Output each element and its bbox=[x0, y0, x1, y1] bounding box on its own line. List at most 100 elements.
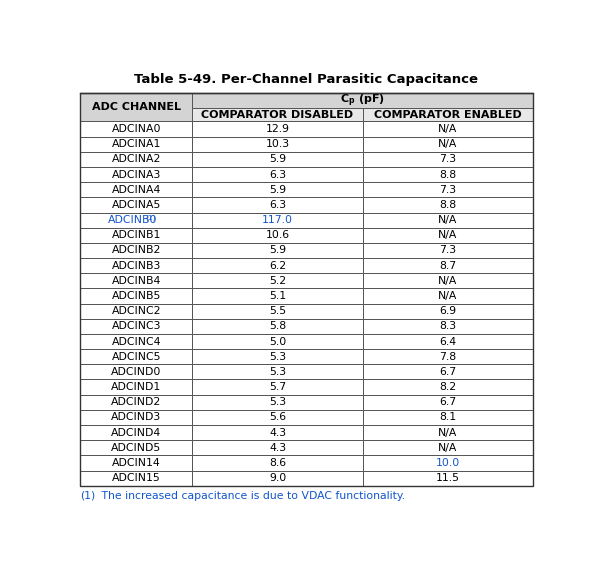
Text: ADCINA5: ADCINA5 bbox=[112, 200, 161, 210]
Text: ADCINC2: ADCINC2 bbox=[112, 306, 161, 316]
Text: 8.2: 8.2 bbox=[439, 382, 456, 392]
Bar bbox=[80, 364, 193, 380]
Bar bbox=[80, 273, 193, 289]
Text: 7.3: 7.3 bbox=[439, 154, 456, 164]
Bar bbox=[80, 182, 193, 198]
Bar bbox=[362, 440, 533, 456]
Bar bbox=[193, 425, 362, 440]
Bar bbox=[362, 228, 533, 243]
Text: ADC CHANNEL: ADC CHANNEL bbox=[92, 102, 181, 112]
Bar bbox=[80, 425, 193, 440]
Bar bbox=[362, 471, 533, 486]
Bar bbox=[80, 137, 193, 152]
Text: 8.7: 8.7 bbox=[439, 261, 456, 271]
Text: ADCINA3: ADCINA3 bbox=[112, 169, 161, 180]
Text: ADCIN14: ADCIN14 bbox=[112, 458, 161, 468]
Text: 4.3: 4.3 bbox=[269, 427, 286, 438]
Text: 5.0: 5.0 bbox=[269, 336, 286, 347]
Bar bbox=[80, 334, 193, 349]
Bar bbox=[193, 108, 362, 122]
Bar bbox=[193, 167, 362, 182]
Bar bbox=[362, 198, 533, 213]
Bar bbox=[193, 456, 362, 471]
Text: ADCIND2: ADCIND2 bbox=[111, 397, 161, 407]
Text: 6.7: 6.7 bbox=[439, 397, 456, 407]
Text: 10.0: 10.0 bbox=[435, 458, 460, 468]
Text: 6.4: 6.4 bbox=[439, 336, 456, 347]
Bar bbox=[80, 456, 193, 471]
Bar bbox=[193, 395, 362, 410]
Text: COMPARATOR ENABLED: COMPARATOR ENABLED bbox=[374, 110, 521, 120]
Bar bbox=[362, 213, 533, 228]
Bar bbox=[362, 319, 533, 334]
Text: 117.0: 117.0 bbox=[262, 215, 293, 225]
Bar bbox=[193, 93, 533, 108]
Bar bbox=[193, 243, 362, 258]
Bar bbox=[80, 304, 193, 319]
Text: 8.8: 8.8 bbox=[439, 200, 456, 210]
Text: N/A: N/A bbox=[438, 124, 457, 134]
Bar bbox=[80, 440, 193, 456]
Text: ADCINA2: ADCINA2 bbox=[112, 154, 161, 164]
Text: COMPARATOR DISABLED: COMPARATOR DISABLED bbox=[202, 110, 353, 120]
Text: ADCINB2: ADCINB2 bbox=[112, 245, 161, 256]
Text: 8.1: 8.1 bbox=[439, 412, 456, 422]
Text: 10.3: 10.3 bbox=[266, 139, 289, 149]
Bar bbox=[193, 319, 362, 334]
Text: 4.3: 4.3 bbox=[269, 443, 286, 453]
Bar bbox=[362, 395, 533, 410]
Text: ADCINA4: ADCINA4 bbox=[112, 185, 161, 195]
Bar bbox=[80, 152, 193, 167]
Bar bbox=[362, 425, 533, 440]
Text: 7.3: 7.3 bbox=[439, 245, 456, 256]
Bar bbox=[80, 471, 193, 486]
Text: 5.5: 5.5 bbox=[269, 306, 286, 316]
Bar bbox=[80, 258, 193, 273]
Text: N/A: N/A bbox=[438, 291, 457, 301]
Bar bbox=[193, 304, 362, 319]
Bar bbox=[193, 289, 362, 304]
Bar bbox=[362, 152, 533, 167]
Bar bbox=[193, 228, 362, 243]
Text: 5.3: 5.3 bbox=[269, 352, 286, 362]
Bar bbox=[362, 182, 533, 198]
Text: ADCIN15: ADCIN15 bbox=[112, 473, 161, 483]
Text: 8.6: 8.6 bbox=[269, 458, 286, 468]
Bar bbox=[80, 289, 193, 304]
Text: ADCIND5: ADCIND5 bbox=[111, 443, 161, 453]
Bar bbox=[80, 243, 193, 258]
Bar bbox=[80, 213, 193, 228]
Bar bbox=[193, 258, 362, 273]
Text: 12.9: 12.9 bbox=[266, 124, 289, 134]
Text: (1): (1) bbox=[80, 491, 96, 501]
Text: 8.3: 8.3 bbox=[439, 321, 456, 331]
Text: 5.9: 5.9 bbox=[269, 185, 286, 195]
Text: 5.6: 5.6 bbox=[269, 412, 286, 422]
Bar bbox=[362, 122, 533, 137]
Text: ADCINC4: ADCINC4 bbox=[112, 336, 161, 347]
Text: N/A: N/A bbox=[438, 276, 457, 286]
Bar bbox=[362, 273, 533, 289]
Bar bbox=[362, 258, 533, 273]
Text: ADCIND3: ADCIND3 bbox=[111, 412, 161, 422]
Text: 11.5: 11.5 bbox=[436, 473, 460, 483]
Text: ADCINB0: ADCINB0 bbox=[108, 215, 157, 225]
Text: N/A: N/A bbox=[438, 215, 457, 225]
Bar bbox=[80, 122, 193, 137]
Bar bbox=[80, 167, 193, 182]
Text: ADCINB4: ADCINB4 bbox=[112, 276, 161, 286]
Bar bbox=[80, 395, 193, 410]
Text: ADCIND4: ADCIND4 bbox=[111, 427, 161, 438]
Bar bbox=[193, 182, 362, 198]
Text: 6.2: 6.2 bbox=[269, 261, 286, 271]
Bar bbox=[80, 349, 193, 364]
Bar bbox=[80, 93, 533, 486]
Text: ADCINC5: ADCINC5 bbox=[112, 352, 161, 362]
Text: N/A: N/A bbox=[438, 427, 457, 438]
Text: ADCIND0: ADCIND0 bbox=[111, 367, 161, 377]
Text: Table 5-49. Per-Channel Parasitic Capacitance: Table 5-49. Per-Channel Parasitic Capaci… bbox=[135, 73, 478, 86]
Bar bbox=[362, 108, 533, 122]
Text: 5.9: 5.9 bbox=[269, 245, 286, 256]
Text: 7.8: 7.8 bbox=[439, 352, 456, 362]
Bar bbox=[193, 440, 362, 456]
